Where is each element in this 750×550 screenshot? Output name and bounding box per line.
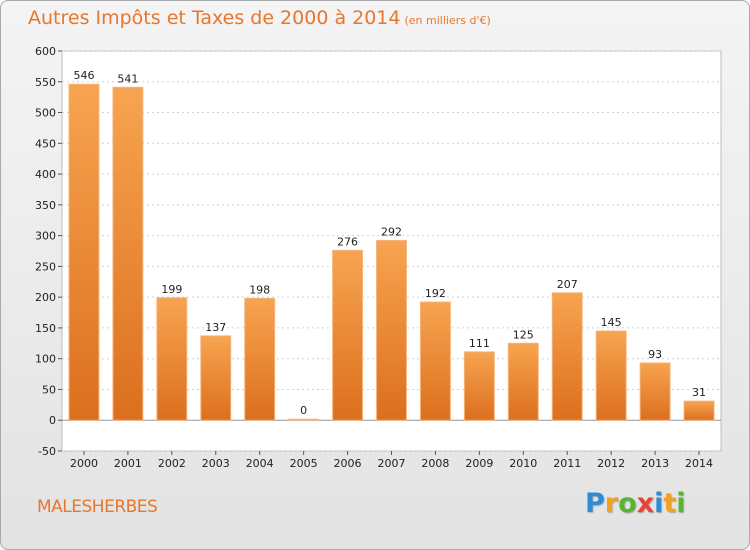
x-tick-label: 2014: [685, 457, 713, 470]
y-tick-label: 350: [35, 199, 56, 212]
x-tick-label: 2000: [70, 457, 98, 470]
logo-letter: i: [676, 488, 686, 519]
commune-name: MALESHERBES: [37, 497, 158, 517]
x-tick-label: 2011: [553, 457, 581, 470]
bar: [419, 301, 451, 421]
chart-title-text: Autres Impôts et Taxes de 2000 à 2014: [28, 7, 401, 29]
bar: [68, 83, 100, 421]
bar: [332, 249, 364, 421]
bar-value-label: 199: [161, 283, 182, 296]
y-tick-label: 400: [35, 168, 56, 181]
x-tick-label: 2010: [509, 457, 537, 470]
y-tick-label: 0: [49, 414, 56, 427]
x-tick-label: 2001: [114, 457, 142, 470]
bar-value-label: 207: [557, 278, 578, 291]
y-tick-label: 300: [35, 230, 56, 243]
y-tick-label: 150: [35, 322, 56, 335]
y-tick-label: 550: [35, 76, 56, 89]
bar-value-label: 31: [692, 386, 706, 399]
bar: [595, 330, 627, 421]
logo-letter: x: [636, 488, 655, 519]
bar: [639, 362, 671, 421]
bar: [551, 292, 583, 421]
bar-value-label: 125: [513, 328, 534, 341]
bar: [244, 297, 276, 421]
y-tick-label: 500: [35, 107, 56, 120]
chart-title: Autres Impôts et Taxes de 2000 à 2014 (en…: [28, 7, 491, 29]
bar: [507, 342, 539, 421]
y-tick-label: 100: [35, 353, 56, 366]
bar: [463, 351, 495, 421]
logo-letter: r: [604, 488, 619, 519]
bar: [112, 86, 144, 421]
x-tick-label: 2012: [597, 457, 625, 470]
bar: [200, 335, 232, 421]
bar-value-label: 137: [205, 321, 226, 334]
x-tick-label: 2013: [641, 457, 669, 470]
x-tick-label: 2002: [158, 457, 186, 470]
logo-letter: o: [618, 488, 637, 519]
bar-value-label: 0: [300, 404, 307, 417]
x-tick-label: 2007: [378, 457, 406, 470]
bar-value-label: 276: [337, 235, 358, 248]
logo-letter: t: [663, 488, 677, 519]
bar: [288, 418, 320, 421]
x-tick-label: 2005: [290, 457, 318, 470]
y-tick-label: 600: [35, 45, 56, 58]
x-tick-label: 2003: [202, 457, 230, 470]
y-tick-label: 450: [35, 137, 56, 150]
y-tick-label: 250: [35, 260, 56, 273]
x-tick-label: 2006: [334, 457, 362, 470]
bar-value-label: 145: [601, 316, 622, 329]
bar-value-label: 546: [73, 69, 94, 82]
bar-value-label: 192: [425, 287, 446, 300]
logo-letter: P: [585, 488, 605, 519]
bar: [156, 297, 188, 421]
y-tick-label: 200: [35, 291, 56, 304]
x-tick-label: 2004: [246, 457, 274, 470]
logo-letter: i: [654, 488, 664, 519]
y-tick-label: -50: [38, 445, 56, 458]
bar-value-label: 541: [117, 72, 138, 85]
x-tick-label: 2009: [465, 457, 493, 470]
bar-value-label: 198: [249, 283, 270, 296]
bar-value-label: 292: [381, 226, 402, 239]
bar-value-label: 93: [648, 348, 662, 361]
bar-value-label: 111: [469, 337, 490, 350]
bar: [376, 240, 407, 421]
proxiti-logo[interactable]: Proxiti: [585, 488, 686, 519]
y-tick-label: 50: [42, 383, 56, 396]
x-tick-label: 2008: [421, 457, 449, 470]
chart-unit-label: (en milliers d'€): [404, 14, 491, 27]
bar: [683, 400, 715, 421]
